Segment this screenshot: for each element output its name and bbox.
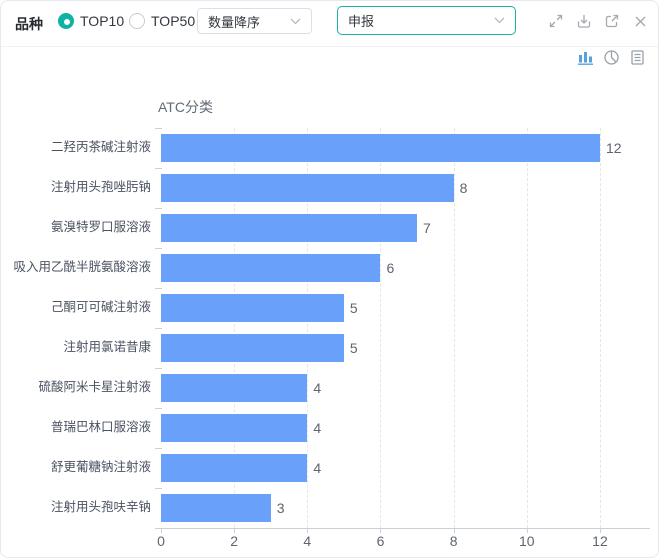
y-axis-tick [155, 248, 162, 249]
y-axis-tick [155, 488, 162, 489]
value-label: 5 [349, 340, 358, 356]
y-axis-tick [155, 168, 162, 169]
x-axis-tick-label: 8 [449, 533, 458, 549]
filter-group-label: 品种 [15, 16, 43, 32]
x-axis-tick [453, 528, 455, 533]
toolbar-actions [547, 12, 649, 30]
radio-top10-label: TOP10 [80, 13, 125, 29]
category-label: 普瑞巴林口服溶液 [50, 420, 151, 434]
value-label: 3 [276, 500, 285, 516]
category-label: 吸入用乙酰半胱氨酸溶液 [13, 260, 151, 274]
category-label: 注射用头孢唑肟钠 [50, 180, 151, 194]
x-axis-tick-label: 6 [376, 533, 385, 549]
sort-order-value: 数量降序 [208, 14, 261, 30]
y-axis-tick [155, 368, 162, 369]
bar[interactable] [161, 294, 344, 322]
chevron-down-icon [494, 17, 505, 24]
bar-chart-view-icon[interactable] [577, 49, 594, 66]
y-axis-tick [155, 528, 162, 529]
bar[interactable] [161, 174, 454, 202]
y-axis-tick [155, 128, 162, 129]
value-label: 8 [459, 180, 468, 196]
table-view-icon[interactable] [629, 49, 646, 66]
category-label: 注射用氯诺昔康 [63, 340, 151, 354]
x-axis-tick-label: 12 [592, 533, 608, 549]
bar[interactable] [161, 494, 271, 522]
gridline [453, 128, 455, 528]
bar[interactable] [161, 254, 381, 282]
x-axis-line [161, 528, 650, 529]
chevron-down-icon [290, 18, 301, 24]
value-label: 12 [605, 140, 622, 156]
value-label: 5 [349, 300, 358, 316]
bar[interactable] [161, 414, 308, 442]
radio-top50-label: TOP50 [151, 13, 196, 29]
sort-order-select[interactable]: 数量降序 [197, 8, 312, 34]
x-axis-tick-label: 0 [157, 533, 165, 549]
value-label: 7 [423, 220, 431, 236]
x-axis-tick [526, 528, 528, 533]
gridline [526, 128, 528, 528]
x-axis-tick-label: 2 [230, 533, 239, 549]
bar[interactable] [161, 374, 308, 402]
category-label: 己酮可可碱注射液 [50, 300, 151, 314]
value-label: 6 [386, 260, 395, 276]
radio-unselected-icon [129, 13, 145, 29]
bar[interactable] [161, 334, 344, 362]
y-axis-tick [155, 408, 162, 409]
download-icon[interactable] [575, 12, 593, 30]
x-axis-tick [161, 528, 162, 533]
category-label: 舒更葡糖钠注射液 [50, 460, 151, 474]
external-link-icon[interactable] [603, 12, 621, 30]
radio-top10[interactable]: TOP10 [58, 13, 124, 29]
x-axis-tick [307, 528, 309, 533]
toolbar-divider [1, 46, 658, 47]
x-axis-tick [234, 528, 236, 533]
gridline [599, 128, 601, 528]
y-axis-tick [155, 448, 162, 449]
y-axis-tick [155, 208, 162, 209]
metric-select[interactable]: 申报 [337, 6, 516, 35]
y-axis-title: ATC分类 [158, 99, 213, 115]
y-axis-tick [155, 288, 162, 289]
close-icon[interactable] [631, 12, 649, 30]
value-label: 4 [313, 460, 322, 476]
category-label: 注射用头孢呋辛钠 [50, 500, 151, 514]
category-label: 硫酸阿米卡星注射液 [38, 380, 151, 394]
bar[interactable] [161, 214, 418, 242]
y-axis-tick [155, 328, 162, 329]
chart-view-switcher [577, 49, 646, 66]
x-axis-tick [599, 528, 601, 533]
category-label: 二羟丙茶碱注射液 [50, 140, 151, 154]
value-label: 4 [313, 380, 322, 396]
bar[interactable] [161, 454, 308, 482]
x-axis-tick [380, 528, 382, 533]
bar[interactable] [161, 134, 600, 162]
pie-chart-view-icon[interactable] [603, 49, 620, 66]
radio-selected-icon [58, 13, 74, 29]
metric-select-value: 申报 [348, 14, 375, 29]
radio-top50[interactable]: TOP50 [129, 13, 195, 29]
fullscreen-icon[interactable] [547, 12, 565, 30]
x-axis-tick-label: 10 [519, 533, 535, 549]
value-label: 4 [313, 420, 322, 436]
x-axis-tick-label: 4 [303, 533, 312, 549]
category-label: 氨溴特罗口服溶液 [50, 220, 151, 234]
